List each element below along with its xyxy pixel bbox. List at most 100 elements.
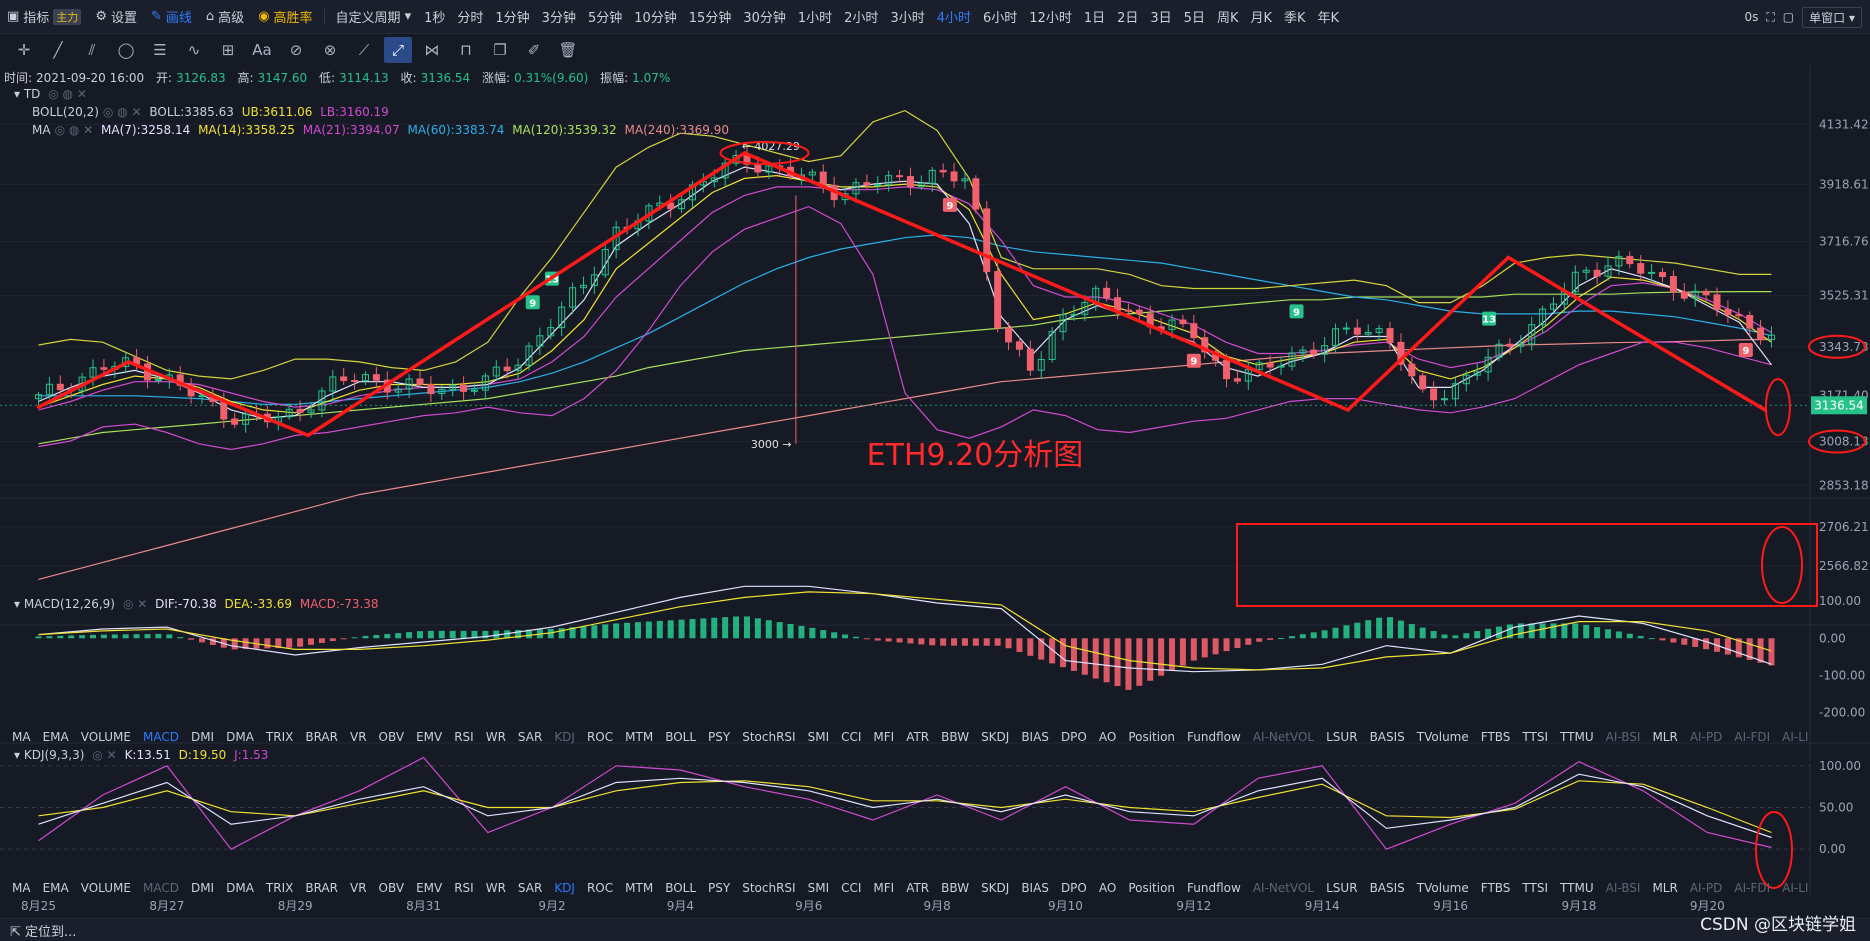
- indicator-tab-ai-pd[interactable]: AI-PD: [1689, 730, 1723, 744]
- indicator-tab-dmi[interactable]: DMI: [190, 730, 215, 744]
- indicator-tab-psy[interactable]: PSY: [708, 730, 731, 744]
- lock-tool-icon[interactable]: ⊓: [460, 41, 472, 59]
- ellipse-tool-icon[interactable]: ◯: [117, 41, 135, 59]
- indicator-tab-ftbs[interactable]: FTBS: [1480, 881, 1511, 895]
- indicator-tab-ao[interactable]: AO: [1098, 730, 1117, 744]
- timeframe-1[interactable]: 分时: [457, 11, 484, 26]
- indicator-tab-smi[interactable]: SMI: [807, 730, 830, 744]
- indicator-tab-ai-bsi[interactable]: AI-BSI: [1605, 881, 1641, 895]
- indicator-tab-mtm[interactable]: MTM: [625, 881, 654, 895]
- timeframe-4[interactable]: 5分钟: [587, 11, 623, 26]
- indicator-tab-ttsi[interactable]: TTSI: [1522, 881, 1549, 895]
- indicators-button[interactable]: ▣ 指标 主力: [0, 7, 88, 26]
- timeframe-8[interactable]: 1小时: [797, 11, 833, 26]
- window-mode-select[interactable]: 单窗口 ▾: [1802, 6, 1862, 28]
- timeframe-16[interactable]: 3日: [1150, 11, 1172, 26]
- indicator-tab-smi[interactable]: SMI: [807, 881, 830, 895]
- screenshot-icon[interactable]: ▢: [1782, 10, 1795, 24]
- indicator-tab-bbw[interactable]: BBW: [941, 881, 970, 895]
- timeframe-14[interactable]: 1日: [1083, 11, 1106, 26]
- timeframe-2[interactable]: 1分钟: [495, 11, 530, 26]
- indicator-tab-boll[interactable]: BOLL: [665, 881, 697, 895]
- wave-tool-icon[interactable]: ∿: [187, 41, 201, 59]
- timeframe-13[interactable]: 12小时: [1029, 11, 1072, 26]
- indicator-tab-lsur[interactable]: LSUR: [1326, 730, 1358, 744]
- indicator-tab-macd[interactable]: MACD: [142, 881, 179, 895]
- indicator-tab-skdj[interactable]: SKDJ: [981, 730, 1010, 744]
- indicator-tab-emv[interactable]: EMV: [416, 881, 443, 895]
- copy-tool-icon[interactable]: ❐: [493, 41, 507, 59]
- timeframe-11[interactable]: 4小时: [936, 11, 971, 26]
- indicator-tab-vr[interactable]: VR: [349, 881, 367, 895]
- timeframe-19[interactable]: 月K: [1250, 11, 1273, 26]
- indicator-tab-mfi[interactable]: MFI: [873, 881, 895, 895]
- indicator-tab-roc[interactable]: ROC: [586, 730, 614, 744]
- indicator-tab-kdj[interactable]: KDJ: [554, 730, 575, 744]
- kdj-legend[interactable]: ▾ KDJ(9,3,3) ◎ ✕ K:13.51 D:19.50 J:1.53: [14, 748, 269, 762]
- fullscreen-icon[interactable]: ⛶: [1766, 9, 1775, 24]
- compare-tool-icon[interactable]: ⋈: [424, 41, 440, 59]
- indicator-tab-bias[interactable]: BIAS: [1021, 730, 1049, 744]
- draw-button[interactable]: ✎ 画线: [150, 9, 192, 26]
- indicator-tab-sar[interactable]: SAR: [517, 730, 543, 744]
- indicator-tab-vr[interactable]: VR: [349, 730, 367, 744]
- indicator-tab-ema[interactable]: EMA: [42, 881, 69, 895]
- indicator-tab-ai-netvol[interactable]: AI-NetVOL: [1252, 730, 1315, 744]
- indicator-tab-cci[interactable]: CCI: [841, 881, 862, 895]
- indicator-tab-brar[interactable]: BRAR: [305, 730, 338, 744]
- indicator-tab-ttmu[interactable]: TTMU: [1560, 881, 1594, 895]
- indicator-tab-sar[interactable]: SAR: [517, 881, 543, 895]
- indicator-tab-bias[interactable]: BIAS: [1021, 881, 1049, 895]
- indicator-tab-wr[interactable]: WR: [485, 730, 506, 744]
- indicator-tab-atr[interactable]: ATR: [906, 881, 930, 895]
- timeframe-17[interactable]: 5日: [1183, 11, 1205, 26]
- timeframe-21[interactable]: 年K: [1317, 11, 1340, 26]
- indicator-tab-volume[interactable]: VOLUME: [80, 881, 131, 895]
- crosshair-tool-icon[interactable]: ✛: [17, 41, 31, 59]
- indicator-tab-ma[interactable]: MA: [12, 881, 31, 895]
- fib-tool-icon[interactable]: ☰: [153, 41, 167, 59]
- indicator-tab-ai-fdi[interactable]: AI-FDI: [1734, 881, 1771, 895]
- indicator-tab-tvolume[interactable]: TVolume: [1416, 881, 1469, 895]
- indicator-tab-dma[interactable]: DMA: [226, 730, 254, 744]
- indicator-tab-fundflow[interactable]: Fundflow: [1187, 881, 1241, 895]
- indicator-tab-ai-li[interactable]: AI-LI: [1782, 881, 1809, 895]
- indicator-tab-position[interactable]: Position: [1128, 881, 1176, 895]
- indicator-tab-ma[interactable]: MA: [12, 730, 31, 744]
- indicator-tab-dpo[interactable]: DPO: [1060, 881, 1087, 895]
- macd-legend[interactable]: ▾ MACD(12,26,9) ◎ ✕ DIF:-70.38 DEA:-33.69…: [14, 597, 379, 611]
- settings-button[interactable]: ⚙ 设置: [95, 9, 137, 26]
- locate-button[interactable]: ⇱ 定位到...: [10, 924, 77, 940]
- timeframe-12[interactable]: 6小时: [983, 11, 1018, 26]
- indicator-tab-ai-bsi[interactable]: AI-BSI: [1605, 730, 1641, 744]
- timeframe-20[interactable]: 季K: [1284, 11, 1306, 26]
- indicator-tab-psy[interactable]: PSY: [708, 881, 731, 895]
- indicator-tab-wr[interactable]: WR: [485, 881, 506, 895]
- indicator-tab-bbw[interactable]: BBW: [941, 730, 970, 744]
- ruler-tool-icon[interactable]: ⟋: [358, 41, 370, 59]
- indicator-tab-obv[interactable]: OBV: [378, 730, 405, 744]
- chart-canvas[interactable]: 4131.423918.613716.763525.313343.733171.…: [0, 65, 1870, 917]
- indicator-tab-mlr[interactable]: MLR: [1652, 730, 1678, 744]
- trash-tool-icon[interactable]: 🗑: [558, 41, 578, 59]
- indicator-tab-obv[interactable]: OBV: [378, 881, 405, 895]
- indicator-tab-brar[interactable]: BRAR: [305, 881, 338, 895]
- indicator-tab-dmi[interactable]: DMI: [190, 881, 215, 895]
- indicator-tab-ai-netvol[interactable]: AI-NetVOL: [1252, 881, 1315, 895]
- hide-tool-icon[interactable]: ⊗: [323, 41, 337, 59]
- timeframe-5[interactable]: 10分钟: [634, 11, 677, 26]
- boll-legend[interactable]: BOLL(20,2) ◎ ◍ ✕ BOLL:3385.63 UB:3611.06 …: [32, 105, 389, 119]
- indicator-tab-roc[interactable]: ROC: [586, 881, 614, 895]
- indicator-tab-dma[interactable]: DMA: [226, 881, 254, 895]
- indicator-tab-ema[interactable]: EMA: [42, 730, 69, 744]
- text-tool-icon[interactable]: Aa: [252, 41, 272, 59]
- indicator-tab-mtm[interactable]: MTM: [625, 730, 654, 744]
- indicator-tab-skdj[interactable]: SKDJ: [981, 881, 1010, 895]
- td-legend[interactable]: ▾ TD ◎ ◍ ✕: [14, 87, 87, 101]
- timeframe-10[interactable]: 3小时: [890, 11, 925, 26]
- indicator-tab-basis[interactable]: BASIS: [1369, 730, 1405, 744]
- parallel-tool-icon[interactable]: ⫽: [88, 41, 96, 59]
- ma-legend[interactable]: MA ◎ ◍ ✕ MA(7):3258.14 MA(14):3358.25 MA(…: [32, 123, 730, 137]
- indicator-tab-stochrsi[interactable]: StochRSI: [742, 730, 796, 744]
- measure-tool-icon[interactable]: ⊞: [221, 41, 235, 59]
